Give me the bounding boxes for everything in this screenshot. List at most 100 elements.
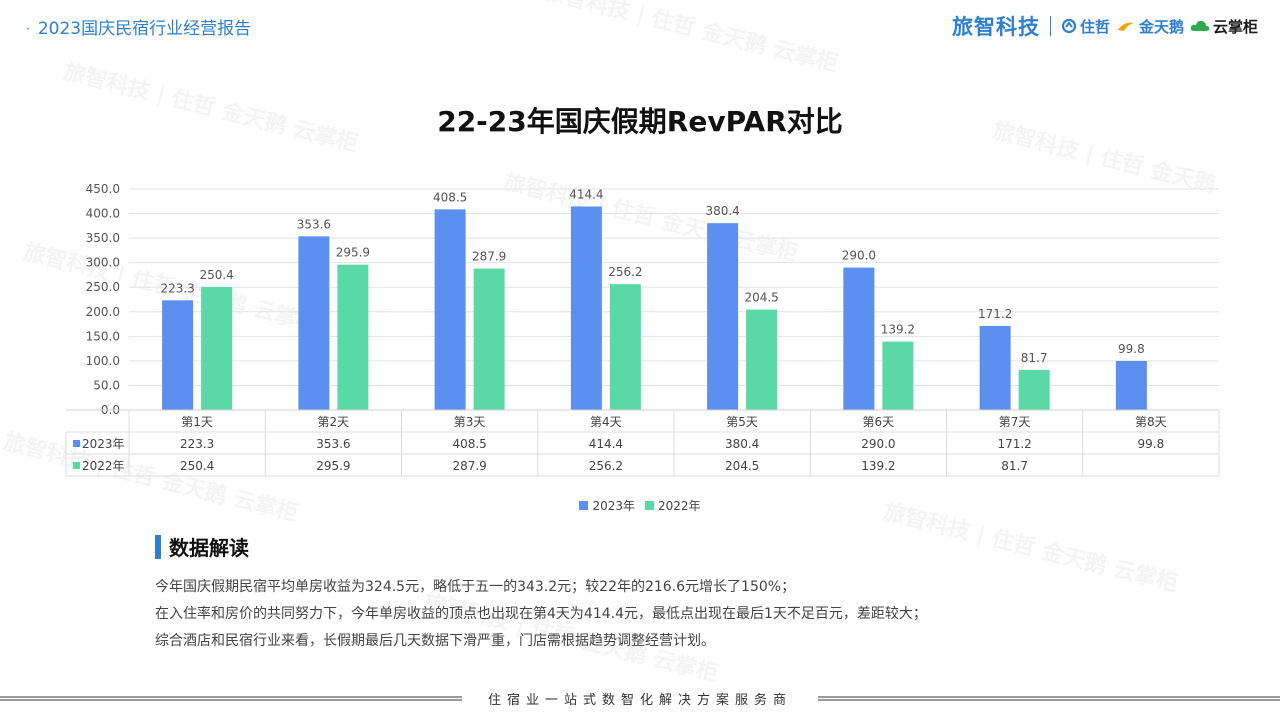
x-tick-label: 第7天 bbox=[999, 415, 1031, 429]
brand-jintiane: 金天鹅 bbox=[1116, 16, 1184, 37]
data-label: 408.5 bbox=[433, 190, 467, 204]
interpretation-line: 在入住率和房价的共同努力下，今年单房收益的顶点也出现在第4天为414.4元，最低… bbox=[155, 606, 927, 622]
footer-rule-right bbox=[818, 695, 1280, 701]
bar bbox=[979, 325, 1011, 410]
brand-zhuzhe: 住哲 bbox=[1061, 16, 1110, 37]
interpretation-line: 综合酒店和民宿行业来看，长假期最后几天数据下滑严重，门店需根据趋势调整经营计划。 bbox=[155, 633, 715, 649]
table-cell: 139.2 bbox=[861, 459, 895, 473]
table-cell: 99.8 bbox=[1138, 437, 1165, 451]
table-cell: 408.5 bbox=[452, 437, 486, 451]
legend-label-2022: 2022年 bbox=[658, 499, 701, 513]
y-tick-label: 300.0 bbox=[86, 256, 120, 270]
bar bbox=[570, 206, 602, 410]
bar bbox=[1018, 369, 1050, 410]
chart-legend: 2023年 2022年 bbox=[0, 497, 1280, 514]
bullet-dot-icon: · bbox=[26, 22, 30, 36]
data-label: 414.4 bbox=[569, 187, 603, 201]
table-legend-key bbox=[73, 462, 80, 469]
report-title: · 2023国庆民宿行业经营报告 bbox=[26, 14, 251, 39]
bar bbox=[162, 300, 194, 410]
bar bbox=[434, 209, 466, 410]
legend-label-2023: 2023年 bbox=[592, 499, 635, 513]
bar bbox=[473, 268, 505, 410]
data-label: 353.6 bbox=[297, 217, 331, 231]
brand-main-logo: 旅智科技 bbox=[951, 15, 1040, 39]
chart-title: 22-23年国庆假期RevPAR对比 bbox=[437, 105, 843, 138]
legend-swatch-2023 bbox=[579, 501, 589, 510]
brand-divider bbox=[1049, 16, 1051, 36]
section-header: 数据解读 bbox=[155, 532, 249, 561]
legend-item-2023: 2023年 bbox=[579, 497, 635, 514]
y-tick-label: 150.0 bbox=[86, 329, 120, 343]
table-series-name: 2022年 bbox=[82, 459, 125, 473]
data-label: 204.5 bbox=[744, 291, 778, 305]
bar bbox=[298, 236, 330, 410]
data-label: 250.4 bbox=[199, 268, 233, 282]
swan-logo-icon bbox=[1117, 22, 1134, 31]
brand-bar: 旅智科技 住哲 金天鹅 云掌柜 bbox=[952, 12, 1258, 40]
brand-jintiane-label: 金天鹅 bbox=[1138, 17, 1184, 36]
data-label: 223.3 bbox=[160, 281, 194, 295]
table-cell: 290.0 bbox=[861, 437, 895, 451]
bar bbox=[843, 267, 875, 410]
bar bbox=[609, 284, 641, 410]
legend-swatch-2022 bbox=[645, 501, 654, 510]
interpretation-line: 今年国庆假期民宿平均单房收益为324.5元，略低于五一的343.2元；较22年的… bbox=[155, 579, 796, 595]
x-tick-label: 第4天 bbox=[590, 415, 622, 429]
data-label: 287.9 bbox=[472, 250, 506, 264]
table-cell: 256.2 bbox=[589, 459, 623, 473]
table-cell: 295.9 bbox=[316, 459, 350, 473]
zhuzhe-logo-icon bbox=[1061, 18, 1077, 34]
data-label: 295.9 bbox=[336, 246, 370, 260]
table-cell: 380.4 bbox=[725, 437, 759, 451]
brand-zhuzhe-label: 住哲 bbox=[1079, 17, 1110, 36]
bar bbox=[707, 223, 739, 410]
bar bbox=[337, 264, 369, 410]
table-cell: 81.7 bbox=[1001, 459, 1028, 473]
y-tick-label: 250.0 bbox=[86, 280, 120, 294]
table-cell: 223.3 bbox=[180, 437, 214, 451]
data-label: 99.8 bbox=[1118, 342, 1145, 356]
x-tick-label: 第1天 bbox=[181, 415, 213, 429]
x-tick-label: 第2天 bbox=[318, 415, 350, 429]
x-tick-label: 第5天 bbox=[726, 415, 758, 429]
bar bbox=[201, 287, 233, 410]
table-cell: 171.2 bbox=[997, 437, 1031, 451]
x-tick-label: 第3天 bbox=[454, 415, 486, 429]
watermark: 旅智科技 | 住哲 金天鹅 云掌柜 bbox=[541, 0, 842, 78]
cloud-logo-icon bbox=[1190, 20, 1210, 31]
footer-rule-left bbox=[0, 695, 462, 701]
y-tick-label: 100.0 bbox=[86, 354, 120, 368]
footer: 住宿业一站式数智化解决方案服务商 bbox=[0, 688, 1280, 708]
section-title: 数据解读 bbox=[169, 536, 249, 560]
x-tick-label: 第8天 bbox=[1135, 415, 1167, 429]
interpretation-text: 今年国庆假期民宿平均单房收益为324.5元，略低于五一的343.2元；较22年的… bbox=[155, 574, 1155, 655]
brand-yunzhanggui: 云掌柜 bbox=[1190, 16, 1258, 37]
bar bbox=[1115, 360, 1147, 410]
bar bbox=[882, 341, 914, 410]
y-tick-label: 450.0 bbox=[86, 182, 120, 196]
data-label: 81.7 bbox=[1021, 351, 1048, 365]
y-tick-label: 350.0 bbox=[86, 231, 120, 245]
footer-slogan: 住宿业一站式数智化解决方案服务商 bbox=[488, 692, 793, 708]
table-cell: 414.4 bbox=[589, 437, 623, 451]
y-tick-label: 50.0 bbox=[93, 378, 120, 392]
y-tick-label: 400.0 bbox=[86, 207, 120, 221]
data-label: 290.0 bbox=[842, 249, 876, 263]
table-cell: 353.6 bbox=[316, 437, 350, 451]
x-tick-label: 第6天 bbox=[863, 415, 895, 429]
data-label: 380.4 bbox=[705, 204, 739, 218]
report-title-text: 2023国庆民宿行业经营报告 bbox=[37, 19, 252, 39]
revpar-bar-chart: 0.050.0100.0150.0200.0250.0300.0350.0400… bbox=[65, 182, 1220, 477]
data-label: 139.2 bbox=[881, 323, 915, 337]
table-series-name: 2023年 bbox=[82, 437, 125, 451]
data-label: 256.2 bbox=[608, 265, 642, 279]
section-accent-bar bbox=[155, 534, 161, 559]
y-tick-label: 200.0 bbox=[86, 305, 120, 319]
legend-item-2022: 2022年 bbox=[645, 497, 701, 514]
data-label: 171.2 bbox=[978, 307, 1012, 321]
brand-yunzhanggui-label: 云掌柜 bbox=[1212, 17, 1258, 36]
table-cell: 204.5 bbox=[725, 459, 759, 473]
table-legend-key bbox=[73, 440, 80, 447]
table-cell: 250.4 bbox=[180, 459, 214, 473]
